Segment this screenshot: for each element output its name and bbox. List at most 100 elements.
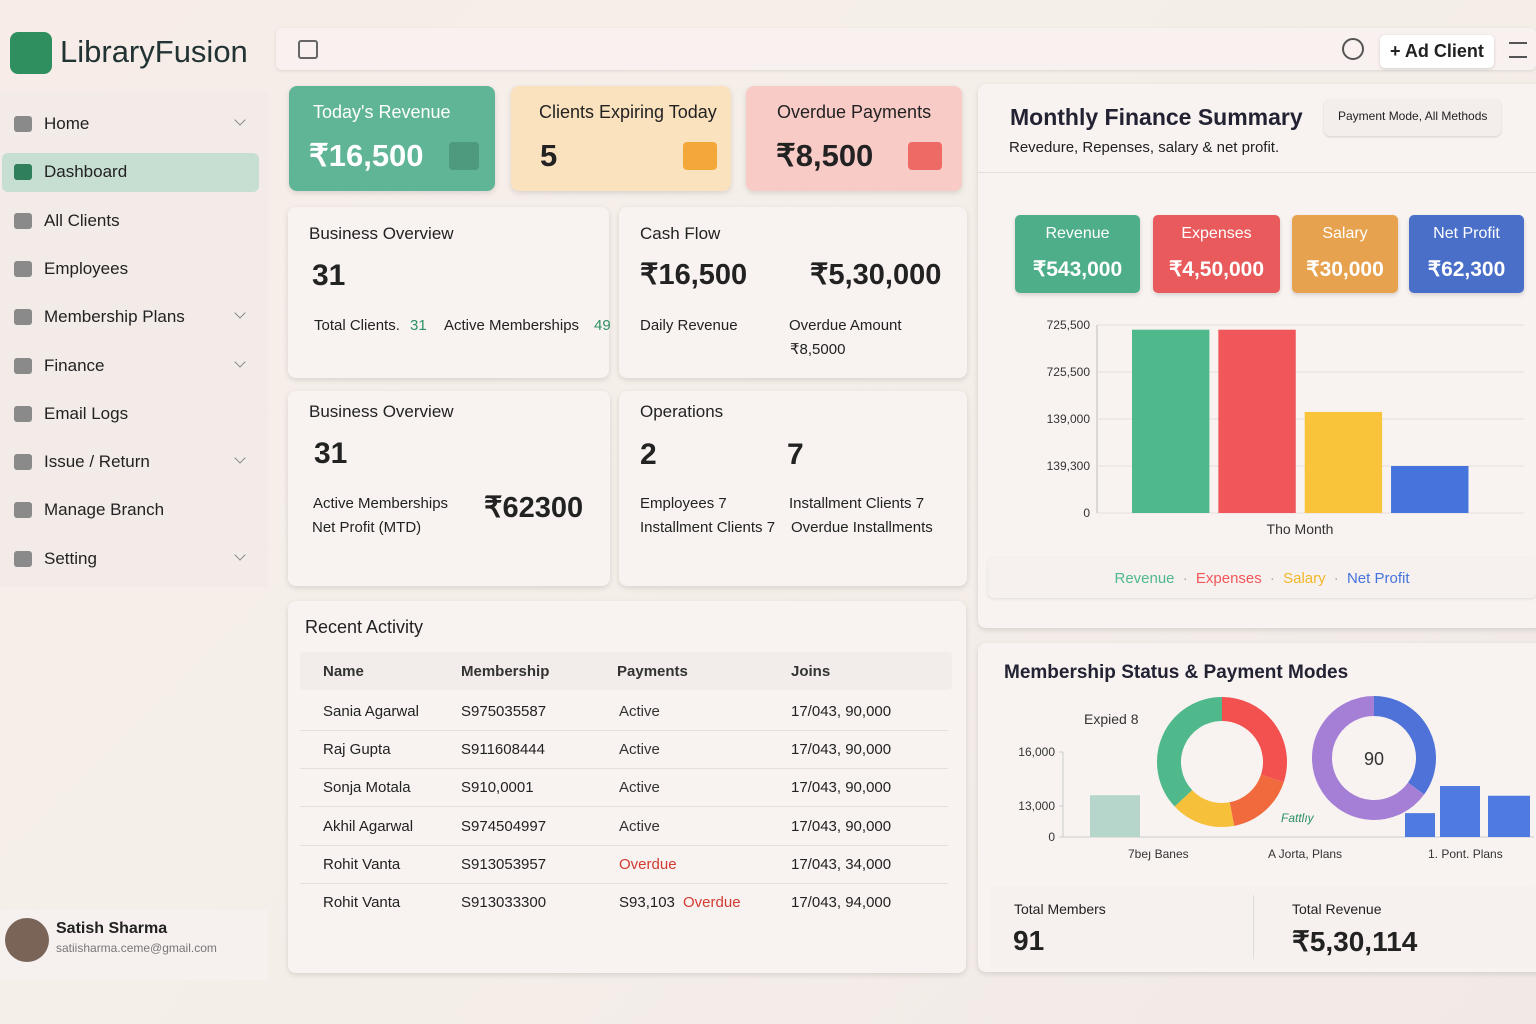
- status: Active: [619, 817, 660, 835]
- stat-label: Installment Clients 7: [789, 495, 925, 512]
- finance-card: [1409, 215, 1524, 293]
- nav-icon: [14, 116, 32, 132]
- x-tick-label: 1. Pont. Plans: [1428, 847, 1503, 861]
- donut-segment: [1312, 696, 1425, 820]
- overview-card: [288, 207, 609, 378]
- card-title: Business Overview: [309, 224, 454, 243]
- total-value: ₹5,30,114: [1292, 926, 1418, 957]
- column-header: Name: [323, 663, 364, 680]
- cell: 17/043, 94,000: [791, 894, 892, 911]
- bar: [1090, 795, 1140, 837]
- kpi-label: Today's Revenue: [313, 102, 451, 122]
- nav-icon: [14, 309, 32, 326]
- cashflow-card: [619, 207, 967, 378]
- bar: [1391, 466, 1469, 513]
- membership-chart: 0 13,000 16,000 Expied 8 90 Fattlıy 7beյ Banes…: [1018, 696, 1534, 861]
- card-value: 31: [314, 437, 348, 470]
- nav-item[interactable]: Email Logs: [44, 403, 129, 423]
- total-label: Total Members: [1014, 901, 1106, 917]
- status: Active: [619, 779, 660, 797]
- y-tick-label: 139,000: [1047, 412, 1091, 426]
- row-divider: [300, 806, 948, 808]
- card-value: 2: [640, 438, 657, 471]
- column-header: Joins: [791, 663, 831, 680]
- overview-card: [288, 391, 610, 586]
- stat-value: ₹8,5000: [790, 341, 846, 358]
- nav-item[interactable]: Home: [44, 114, 90, 133]
- cell: 17/043, 34,000: [791, 855, 892, 873]
- nav-item[interactable]: Issue / Return: [44, 452, 150, 472]
- cell: Akhil Agarwal: [323, 817, 414, 835]
- divider: [978, 172, 1536, 173]
- brand: LibraryFusion: [60, 34, 248, 69]
- nav-item[interactable]: All Clients: [44, 210, 120, 230]
- nav-item[interactable]: Manage Branch: [44, 500, 165, 520]
- stat-label: Installment Clients 7: [640, 519, 776, 536]
- topbar: [276, 28, 1536, 70]
- add-client-button[interactable]: + Ad Client: [1380, 35, 1494, 68]
- menu-icon[interactable]: [1509, 42, 1527, 58]
- total-label: Total Revenue: [1292, 901, 1382, 917]
- cell: S975035587: [461, 703, 547, 720]
- nav-item[interactable]: Finance: [44, 355, 105, 375]
- kpi-icon: [908, 142, 942, 170]
- legend-separator: ·: [1329, 570, 1343, 587]
- cell: Sania Agarwal: [323, 703, 419, 720]
- stat-label: Overdue Installments: [791, 519, 933, 536]
- stat-value: 31: [410, 317, 427, 334]
- panel-title: Membership Status & Payment Modes: [1004, 662, 1349, 683]
- donut-label: 90: [1364, 749, 1384, 769]
- card-title: Recent Activity: [305, 617, 424, 637]
- nav-item[interactable]: Membership Plans: [44, 307, 185, 327]
- y-tick-label: 725,500: [1047, 318, 1091, 332]
- kpi-card: [289, 86, 495, 191]
- y-tick-label: 16,000: [1018, 745, 1055, 759]
- kpi-card: [746, 86, 962, 191]
- kpi-value: ₹16,500: [309, 138, 424, 173]
- card-value: 7: [787, 438, 804, 471]
- finance-card-label: Expenses: [1181, 225, 1252, 242]
- cell: S911608444: [461, 741, 545, 759]
- sidebar-toggle[interactable]: [298, 40, 318, 59]
- nav-icon: [14, 357, 32, 374]
- nav-icon: [14, 260, 32, 277]
- logo: [10, 32, 52, 74]
- search-icon[interactable]: [1342, 38, 1364, 60]
- cell: Rohit Vanta: [323, 855, 401, 873]
- legend: Revenue · Expenses · Salary · Net Profit: [988, 570, 1536, 587]
- donut-segment: [1373, 696, 1436, 795]
- panel-title: Monthly Finance Summary: [1010, 104, 1303, 130]
- kpi-card: [511, 86, 731, 191]
- column-header: Payments: [617, 663, 688, 680]
- card-value: ₹16,500: [640, 259, 748, 291]
- nav-item[interactable]: Dashboard: [44, 162, 128, 182]
- nav-icon: [14, 212, 32, 229]
- nav-icon: [14, 164, 32, 181]
- kpi-value: 5: [540, 138, 558, 173]
- finance-card-label: Net Profit: [1433, 225, 1500, 242]
- nav-item[interactable]: Setting: [44, 548, 97, 568]
- donut-segment: [1174, 789, 1235, 827]
- kpi-icon: [449, 142, 479, 170]
- finance-card-label: Revenue: [1045, 225, 1110, 242]
- y-tick-label: 0: [1083, 506, 1090, 520]
- kpi-label: Clients Expiring Today: [539, 102, 717, 122]
- legend-separator: ·: [1265, 570, 1280, 587]
- bar: [1132, 329, 1210, 513]
- legend-item: Revenue: [1114, 570, 1175, 587]
- user-name: Satish Sharma: [56, 920, 168, 937]
- card-value: 31: [312, 259, 346, 292]
- cell: Rohit Vanta: [323, 894, 401, 911]
- cell: S910,0001: [461, 779, 534, 797]
- bar: [1488, 795, 1530, 837]
- nav-item[interactable]: Employees: [44, 258, 129, 278]
- row-divider: [300, 730, 948, 731]
- kpi-icon: [683, 142, 717, 170]
- nav-icon: [14, 502, 32, 519]
- finance-card-value: ₹62,300: [1427, 258, 1506, 281]
- row-divider: [300, 844, 948, 846]
- filter-dropdown[interactable]: Payment Mode, All Methods: [1324, 99, 1502, 136]
- status: Active: [619, 703, 660, 720]
